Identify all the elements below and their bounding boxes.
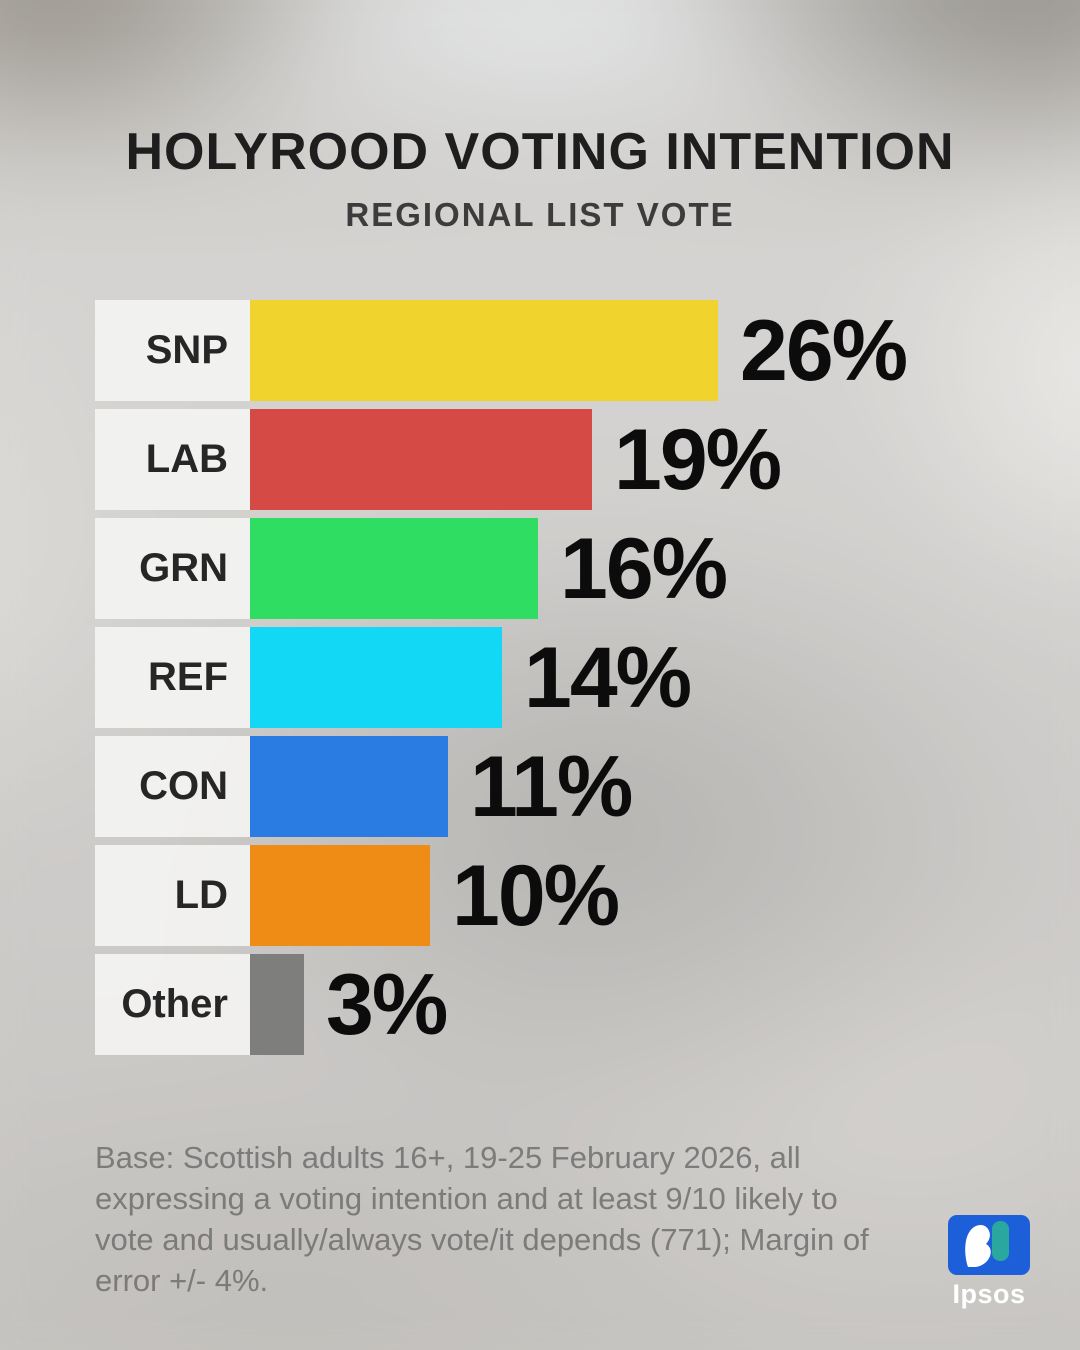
bar-con	[250, 736, 448, 837]
value-label: 10%	[452, 847, 620, 944]
value-label: 14%	[524, 629, 692, 726]
ipsos-logo-text: Ipsos	[952, 1279, 1026, 1309]
party-label: Other	[95, 954, 250, 1055]
party-label: LAB	[95, 409, 250, 510]
ipsos-logo-icon	[948, 1215, 1030, 1275]
bar-lab	[250, 409, 592, 510]
chart-row: CON 11%	[95, 736, 906, 837]
chart-row: LAB 19%	[95, 409, 906, 510]
chart-row: Other 3%	[95, 954, 906, 1055]
party-label: REF	[95, 627, 250, 728]
chart-row: LD 10%	[95, 845, 906, 946]
bar-snp	[250, 300, 718, 401]
party-label: LD	[95, 845, 250, 946]
party-label: SNP	[95, 300, 250, 401]
ipsos-logo: Ipsos	[946, 1215, 1032, 1310]
chart-rows: SNP 26% LAB 19% GRN 16% REF 14% CON 11% LD 10% Other…	[95, 300, 908, 1055]
chart-row: SNP 26%	[95, 300, 908, 401]
party-label: CON	[95, 736, 250, 837]
bar-chart: SNP 26% LAB 19% GRN 16% REF 14% CON 11% LD 10% Other…	[95, 300, 908, 1063]
page-title: HOLYROOD VOTING INTENTION	[125, 123, 955, 181]
value-label: 3%	[326, 956, 448, 1053]
value-label: 16%	[560, 520, 728, 617]
bar-other	[250, 954, 304, 1055]
party-label: GRN	[95, 518, 250, 619]
bar-grn	[250, 518, 538, 619]
chart-row: REF 14%	[95, 627, 906, 728]
page-subtitle: REGIONAL LIST VOTE	[345, 196, 735, 233]
value-label: 19%	[614, 411, 782, 508]
bar-ref	[250, 627, 502, 728]
base-note: Base: Scottish adults 16+, 19-25 Februar…	[95, 1140, 869, 1298]
bar-ld	[250, 845, 430, 946]
value-label: 11%	[470, 738, 633, 835]
value-label: 26%	[740, 302, 908, 399]
header: HOLYROOD VOTING INTENTION REGIONAL LIST …	[0, 122, 1080, 234]
chart-row: GRN 16%	[95, 518, 906, 619]
